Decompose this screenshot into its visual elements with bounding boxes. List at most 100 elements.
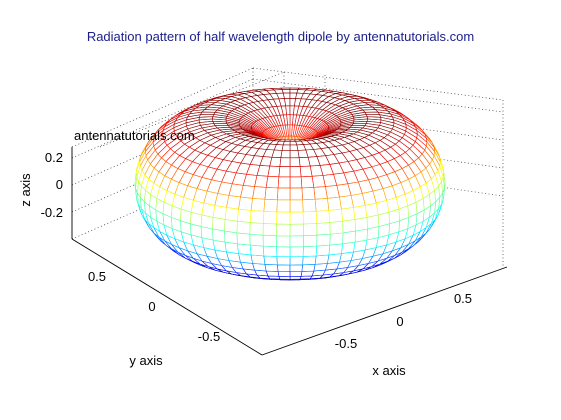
surface-patch	[302, 245, 318, 257]
surface-patch	[342, 230, 356, 245]
z-axis-label: z axis	[18, 173, 33, 207]
surface-patch	[289, 144, 299, 151]
surface-patch	[303, 223, 318, 237]
surface-patch	[280, 150, 291, 159]
surface-patch	[339, 195, 354, 210]
surface-patch	[289, 187, 303, 201]
surface-patch	[237, 208, 252, 223]
surface-patch	[303, 234, 318, 248]
surface-patch	[249, 233, 264, 247]
surface-patch	[254, 175, 269, 188]
surface-patch	[299, 165, 313, 178]
surface-patch	[311, 175, 326, 188]
surface-patch	[300, 270, 315, 277]
surface-patch	[250, 254, 266, 265]
surface-patch	[277, 271, 291, 277]
surface-patch	[276, 246, 291, 258]
surface-patch	[282, 141, 291, 146]
surface-patch	[262, 211, 278, 225]
surface-patch	[281, 144, 291, 151]
surface-patch	[328, 243, 343, 256]
torus-surface	[134, 87, 446, 281]
surface-patch	[277, 264, 291, 273]
surface-patch	[300, 175, 315, 189]
surface-patch	[262, 223, 277, 237]
surface-patch	[236, 220, 251, 235]
surface-patch	[289, 256, 304, 266]
z-tick-label: -0.2	[41, 205, 63, 220]
surface-patch	[325, 185, 340, 199]
surface-patch	[264, 263, 279, 272]
surface-patch	[262, 245, 278, 257]
surface-patch	[276, 211, 291, 225]
surface-patch	[329, 232, 344, 246]
surface-patch	[289, 199, 304, 213]
surface-patch	[353, 205, 368, 220]
surface-patch	[289, 157, 301, 168]
surface-patch	[240, 185, 255, 199]
surface-patch	[342, 219, 356, 234]
surface-patch	[269, 156, 282, 167]
z-tick-label: 0	[56, 177, 63, 192]
surface-patch	[236, 232, 251, 246]
surface-patch	[289, 141, 298, 146]
surface-patch	[328, 208, 343, 223]
surface-patch	[289, 223, 304, 237]
surface-patch	[267, 165, 281, 178]
surface-patch	[289, 211, 304, 225]
surface-patch	[289, 166, 302, 178]
surface-patch	[263, 255, 278, 266]
surface-patch	[315, 210, 331, 224]
surface-patch	[301, 187, 316, 201]
surface-patch	[224, 219, 238, 234]
surface-patch	[262, 234, 277, 248]
surface-patch	[276, 223, 291, 237]
surface-patch	[289, 176, 303, 189]
surface-patch	[278, 166, 291, 178]
surface-patch	[316, 222, 331, 236]
chart-title: Radiation pattern of half wavelength dip…	[86, 29, 475, 44]
z-tick-label: 0.2	[45, 150, 63, 165]
surface-patch	[212, 228, 226, 243]
surface-patch	[301, 263, 316, 272]
surface-patch	[289, 246, 304, 258]
surface-patch	[313, 186, 328, 200]
surface-patch	[279, 157, 291, 168]
surface-patch	[302, 198, 317, 213]
surface-patch	[200, 226, 214, 241]
surface-patch	[289, 271, 303, 277]
surface-patch	[314, 254, 330, 265]
x-tick-label: 0	[396, 314, 403, 329]
surface-patch	[252, 186, 267, 200]
x-axis-label: x axis	[372, 363, 406, 378]
surface-patch	[276, 235, 291, 248]
surface-patch	[249, 222, 264, 236]
surface-patch	[265, 175, 280, 189]
surface-patch	[302, 211, 318, 225]
surface-patch	[289, 150, 300, 159]
surface-patch	[329, 220, 344, 235]
surface-patch	[276, 256, 291, 266]
surface-patch	[224, 230, 238, 245]
surface-patch	[289, 264, 303, 273]
annotation-label: antennatutorials.com	[74, 128, 195, 143]
y-tick-label: 0.5	[88, 269, 106, 284]
surface-patch	[314, 198, 330, 212]
surface-patch	[366, 226, 380, 241]
surface-patch	[249, 210, 265, 224]
surface-patch	[341, 207, 356, 222]
surface-patch	[265, 270, 280, 277]
surface-patch	[263, 198, 278, 213]
x-tick-label: 0.5	[454, 291, 472, 306]
surface-patch	[354, 228, 368, 243]
surface-patch	[298, 156, 311, 167]
surface-patch	[249, 244, 265, 257]
x-tick-label: -0.5	[335, 336, 357, 351]
surface-patch	[264, 187, 279, 201]
tick-labels: -0.2 0 0.2 -0.5 0 0.5 -0.5 0 0.5	[41, 150, 472, 351]
axes-front	[71, 147, 508, 356]
surface-patch	[315, 244, 331, 257]
y-tick-label: 0	[148, 299, 155, 314]
surface-patch	[289, 235, 304, 248]
